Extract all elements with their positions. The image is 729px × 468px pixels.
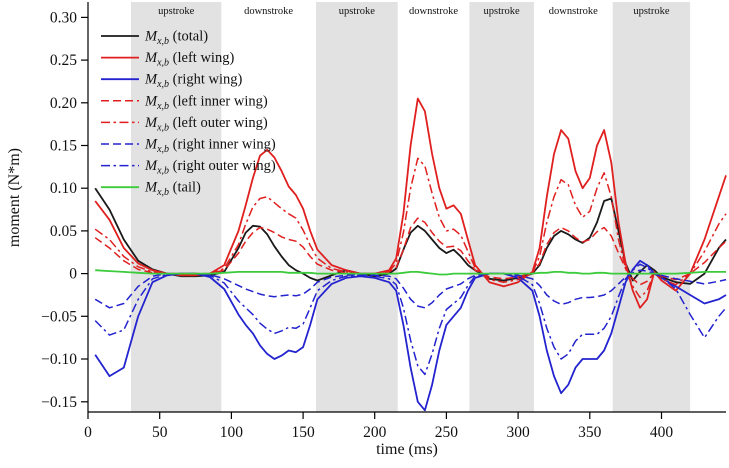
legend-label-tail: Mx,b (tail): [144, 180, 201, 199]
x-tick-label: 150: [291, 424, 315, 441]
stroke-phase-band: [469, 2, 534, 412]
series-left-inner-wing: [94, 217, 727, 286]
series-total: [94, 187, 727, 285]
x-axis-title: time (ms): [376, 441, 438, 458]
series-left-wing: [94, 97, 727, 309]
legend-label-left-inner-wing: Mx,b (left inner wing): [144, 93, 268, 112]
legend-label-total: Mx,b (total): [144, 29, 208, 48]
series-right-inner-wing: [94, 269, 727, 309]
stroke-phase-band: [316, 2, 398, 412]
x-tick-label: 400: [650, 424, 674, 441]
stroke-phase-label: upstroke: [484, 6, 521, 17]
x-tick-label: 100: [220, 424, 244, 441]
x-tick-label: 200: [363, 424, 387, 441]
stroke-phase-label: upstroke: [158, 6, 195, 17]
stroke-phase-label: downstroke: [244, 6, 293, 17]
x-tick-label: 250: [435, 424, 459, 441]
stroke-phase-label: downstroke: [549, 6, 598, 17]
legend-label-right-outer-wing: Mx,b (right outer wing): [144, 158, 276, 177]
x-tick-label: 350: [578, 424, 602, 441]
stroke-phase-band: [612, 2, 691, 412]
y-tick-label: −0.10: [41, 351, 77, 368]
stroke-phase-label: upstroke: [633, 6, 670, 17]
stroke-phase-label: upstroke: [339, 6, 376, 17]
y-tick-label: 0.20: [50, 95, 77, 112]
y-tick-label: 0.10: [50, 180, 77, 197]
y-tick-label: 0.05: [50, 223, 77, 240]
y-tick-label: 0.15: [50, 138, 77, 155]
y-tick-label: 0.25: [50, 52, 77, 69]
legend-label-left-wing: Mx,b (left wing): [144, 50, 234, 69]
legend: Mx,b (total) Mx,b (left wing) Mx,b (right …: [101, 29, 276, 199]
y-tick-label: 0: [69, 266, 77, 283]
stroke-phase-label: downstroke: [409, 6, 458, 17]
x-tick-label: 300: [506, 424, 530, 441]
legend-label-right-wing: Mx,b (right wing): [144, 72, 243, 91]
legend-label-left-outer-wing: Mx,b (left outer wing): [144, 115, 268, 133]
x-tick-label: 0: [84, 424, 92, 441]
stroke-phase-band: [131, 2, 222, 412]
legend-label-right-inner-wing: Mx,b (right inner wing): [144, 137, 276, 156]
series-left-outer-wing: [94, 157, 727, 299]
series-right-wing: [94, 259, 727, 412]
series-tail: [95, 269, 726, 276]
series-right-outer-wing: [94, 263, 727, 376]
y-tick-label: −0.05: [41, 308, 77, 325]
y-tick-label: −0.15: [41, 394, 77, 411]
y-tick-label: 0.30: [50, 9, 77, 26]
y-axis-title: moment (N*m): [6, 148, 23, 248]
x-tick-label: 50: [152, 424, 168, 441]
